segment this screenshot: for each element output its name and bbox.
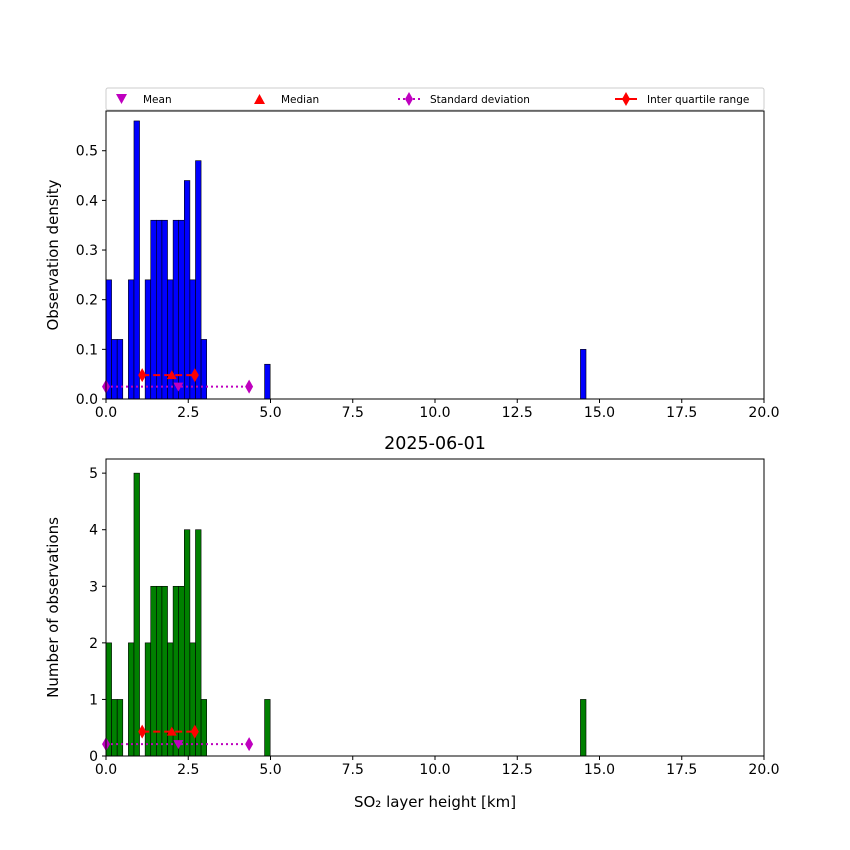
density-x-tick-label: 5.0 bbox=[259, 405, 281, 421]
iqr-marker-icon bbox=[622, 92, 630, 106]
density-median-marker bbox=[166, 370, 177, 380]
legend-entry-median: Median bbox=[254, 94, 319, 106]
count-x-tick-label: 7.5 bbox=[342, 762, 364, 778]
count-y-tick-label: 2 bbox=[89, 636, 98, 652]
count-median-marker bbox=[166, 726, 177, 736]
density-bar bbox=[144, 279, 152, 400]
count-y-tick-label: 3 bbox=[89, 579, 98, 595]
legend-label-mean: Mean bbox=[143, 94, 172, 106]
legend-entry-mean: Mean bbox=[116, 94, 172, 106]
density-x-tick-label: 20.0 bbox=[748, 405, 779, 421]
count-bar bbox=[156, 585, 163, 757]
mean-marker-icon bbox=[116, 94, 127, 104]
count-mean-marker bbox=[173, 740, 184, 750]
count-y-tick-label: 4 bbox=[89, 523, 98, 539]
count-bar bbox=[264, 699, 271, 757]
density-y-tick-label: 0.1 bbox=[76, 342, 98, 358]
density-x-tick-label: 7.5 bbox=[342, 405, 364, 421]
count-bar bbox=[184, 529, 191, 757]
count-y-tick-label: 1 bbox=[89, 692, 98, 708]
count-bar bbox=[195, 529, 202, 757]
density-bar bbox=[195, 160, 202, 400]
density-bar bbox=[172, 219, 180, 400]
density-histogram: 0.0 2.5 5.0 7.5 10.0 12.5 15.0 17.5 20.0 0.0 0.1 0.… bbox=[44, 110, 780, 421]
legend-label-iqr: Inter quartile range bbox=[647, 94, 749, 106]
count-y-axis-label: Number of observations bbox=[44, 517, 62, 698]
count-y-tick-label: 0 bbox=[89, 749, 98, 765]
count-iqr-marker bbox=[190, 724, 199, 739]
count-x-tick-label: 17.5 bbox=[666, 762, 697, 778]
count-bar bbox=[167, 642, 174, 757]
density-bar bbox=[111, 339, 118, 400]
density-bar bbox=[184, 180, 191, 400]
count-x-tick-label: 20.0 bbox=[748, 762, 779, 778]
count-histogram: 0.0 2.5 5.0 7.5 10.0 12.5 15.0 17.5 20.0 0 1 2 3 4 5 Nu… bbox=[44, 434, 780, 811]
density-bar bbox=[200, 339, 207, 400]
count-x-tick-label: 5.0 bbox=[259, 762, 281, 778]
legend-entry-std: Standard deviation bbox=[398, 92, 530, 106]
density-bar bbox=[133, 120, 140, 400]
density-bar bbox=[580, 349, 587, 400]
density-bar bbox=[156, 219, 163, 400]
count-bar bbox=[178, 585, 185, 757]
count-bar bbox=[150, 585, 157, 757]
density-x-tick-label: 17.5 bbox=[666, 405, 697, 421]
density-y-tick-label: 0.4 bbox=[76, 193, 98, 209]
legend: Mean Median Standard deviation Inter qua… bbox=[105, 87, 765, 111]
density-x-tick-label: 15.0 bbox=[584, 405, 615, 421]
density-x-tick-label: 2.5 bbox=[177, 405, 199, 421]
density-bar bbox=[161, 219, 168, 400]
density-mean-marker bbox=[173, 382, 184, 392]
count-bar bbox=[172, 585, 180, 757]
median-marker-icon bbox=[254, 94, 265, 104]
density-x-tick-label: 0.0 bbox=[95, 405, 117, 421]
count-bar bbox=[111, 699, 118, 757]
density-iqr-marker bbox=[138, 368, 147, 383]
density-bar bbox=[150, 219, 157, 400]
count-x-tick-label: 12.5 bbox=[502, 762, 533, 778]
density-y-tick-label: 0.3 bbox=[76, 243, 98, 259]
count-x-tick-label: 0.0 bbox=[95, 762, 117, 778]
density-y-axis-label: Observation density bbox=[44, 179, 62, 330]
count-iqr-marker bbox=[138, 724, 147, 739]
density-iqr-marker bbox=[190, 368, 199, 383]
density-bar bbox=[178, 219, 185, 400]
count-bar bbox=[116, 699, 124, 757]
density-std-marker bbox=[245, 379, 254, 394]
count-bar bbox=[133, 472, 140, 757]
count-chart-title: 2025-06-01 bbox=[384, 434, 486, 454]
density-bar bbox=[128, 279, 135, 400]
density-y-tick-label: 0.0 bbox=[76, 392, 98, 408]
density-bar bbox=[167, 279, 174, 400]
count-bar bbox=[128, 642, 135, 757]
count-bar bbox=[144, 642, 152, 757]
count-x-tick-label: 15.0 bbox=[584, 762, 615, 778]
count-y-tick-label: 5 bbox=[89, 466, 98, 482]
count-std-marker bbox=[245, 737, 254, 752]
count-bar bbox=[200, 699, 207, 757]
density-bar bbox=[116, 339, 124, 400]
std-marker-icon bbox=[405, 92, 413, 106]
count-x-axis-label: SO₂ layer height [km] bbox=[354, 793, 516, 811]
legend-entry-iqr: Inter quartile range bbox=[615, 92, 749, 106]
count-bar bbox=[161, 585, 168, 757]
density-bar bbox=[264, 363, 271, 400]
count-x-tick-label: 10.0 bbox=[419, 762, 450, 778]
legend-label-median: Median bbox=[281, 94, 319, 106]
count-bar bbox=[189, 642, 196, 757]
legend-label-std: Standard deviation bbox=[430, 94, 530, 106]
count-bar bbox=[580, 699, 587, 757]
density-y-tick-label: 0.2 bbox=[76, 293, 98, 309]
density-x-tick-label: 12.5 bbox=[502, 405, 533, 421]
density-y-tick-label: 0.5 bbox=[76, 144, 98, 160]
count-x-tick-label: 2.5 bbox=[177, 762, 199, 778]
density-x-tick-label: 10.0 bbox=[419, 405, 450, 421]
